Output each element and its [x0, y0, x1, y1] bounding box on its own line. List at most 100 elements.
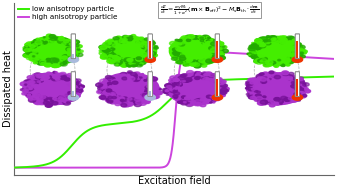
Circle shape	[104, 55, 109, 58]
Circle shape	[286, 98, 290, 100]
Circle shape	[173, 52, 178, 55]
Circle shape	[142, 46, 147, 49]
Circle shape	[39, 80, 43, 82]
Circle shape	[122, 76, 128, 79]
Circle shape	[252, 43, 258, 46]
Circle shape	[102, 91, 104, 92]
Circle shape	[204, 57, 211, 60]
Circle shape	[121, 104, 127, 107]
Circle shape	[33, 58, 36, 60]
Circle shape	[188, 41, 193, 43]
Circle shape	[219, 90, 223, 92]
Circle shape	[76, 86, 80, 88]
Circle shape	[211, 82, 213, 83]
Circle shape	[35, 81, 40, 84]
Circle shape	[23, 53, 30, 57]
Circle shape	[41, 78, 43, 79]
Circle shape	[196, 60, 202, 64]
Bar	[72, 91, 74, 96]
Circle shape	[219, 49, 223, 51]
Circle shape	[253, 85, 260, 89]
Circle shape	[77, 49, 80, 50]
Circle shape	[54, 62, 58, 64]
Circle shape	[123, 39, 127, 41]
Circle shape	[220, 80, 226, 83]
Circle shape	[148, 84, 155, 88]
Circle shape	[140, 42, 144, 44]
Circle shape	[126, 63, 132, 67]
Circle shape	[122, 77, 127, 80]
Circle shape	[141, 56, 147, 59]
Circle shape	[58, 97, 64, 101]
Circle shape	[50, 35, 55, 38]
Circle shape	[295, 90, 301, 94]
Circle shape	[211, 57, 213, 58]
Circle shape	[197, 72, 201, 74]
Circle shape	[258, 97, 262, 99]
Circle shape	[303, 52, 306, 54]
Circle shape	[76, 42, 78, 43]
Circle shape	[149, 59, 152, 61]
Circle shape	[180, 97, 182, 98]
Circle shape	[165, 90, 169, 92]
Circle shape	[187, 101, 194, 105]
Circle shape	[262, 72, 269, 76]
Circle shape	[31, 54, 36, 57]
Circle shape	[301, 85, 304, 87]
Circle shape	[56, 62, 62, 66]
Circle shape	[44, 74, 49, 76]
Circle shape	[105, 76, 112, 79]
Circle shape	[151, 77, 154, 79]
Circle shape	[303, 83, 309, 86]
Circle shape	[205, 72, 212, 76]
Circle shape	[120, 61, 126, 64]
Circle shape	[70, 57, 74, 60]
Circle shape	[190, 63, 196, 66]
Circle shape	[292, 43, 297, 46]
Circle shape	[40, 96, 47, 99]
Circle shape	[75, 79, 81, 82]
Circle shape	[274, 60, 281, 64]
Circle shape	[260, 73, 264, 75]
Circle shape	[53, 98, 57, 100]
Circle shape	[193, 72, 201, 75]
Circle shape	[57, 63, 59, 65]
Circle shape	[33, 50, 37, 53]
Circle shape	[252, 90, 259, 93]
Circle shape	[207, 95, 212, 98]
Circle shape	[201, 99, 205, 101]
Circle shape	[280, 103, 282, 104]
Circle shape	[39, 97, 47, 101]
Circle shape	[256, 51, 261, 54]
Circle shape	[172, 57, 178, 60]
Circle shape	[35, 95, 42, 98]
Circle shape	[43, 100, 46, 101]
Circle shape	[150, 83, 157, 86]
Circle shape	[281, 96, 287, 100]
Circle shape	[45, 104, 52, 107]
Circle shape	[248, 88, 254, 91]
Circle shape	[145, 57, 155, 62]
Circle shape	[69, 43, 74, 45]
Circle shape	[207, 100, 210, 102]
Circle shape	[151, 58, 154, 60]
Circle shape	[122, 35, 128, 38]
Circle shape	[211, 42, 218, 46]
Circle shape	[112, 56, 118, 60]
Circle shape	[286, 64, 290, 66]
Circle shape	[114, 63, 120, 66]
Circle shape	[34, 56, 41, 60]
Circle shape	[223, 87, 229, 91]
Circle shape	[179, 56, 185, 60]
Circle shape	[211, 74, 216, 77]
Circle shape	[128, 104, 130, 105]
Circle shape	[198, 101, 204, 105]
Circle shape	[69, 50, 74, 53]
Circle shape	[31, 80, 35, 82]
Circle shape	[121, 64, 126, 66]
Circle shape	[59, 42, 62, 44]
Circle shape	[149, 56, 155, 59]
Circle shape	[26, 86, 29, 88]
Circle shape	[299, 88, 304, 90]
Circle shape	[210, 96, 213, 98]
